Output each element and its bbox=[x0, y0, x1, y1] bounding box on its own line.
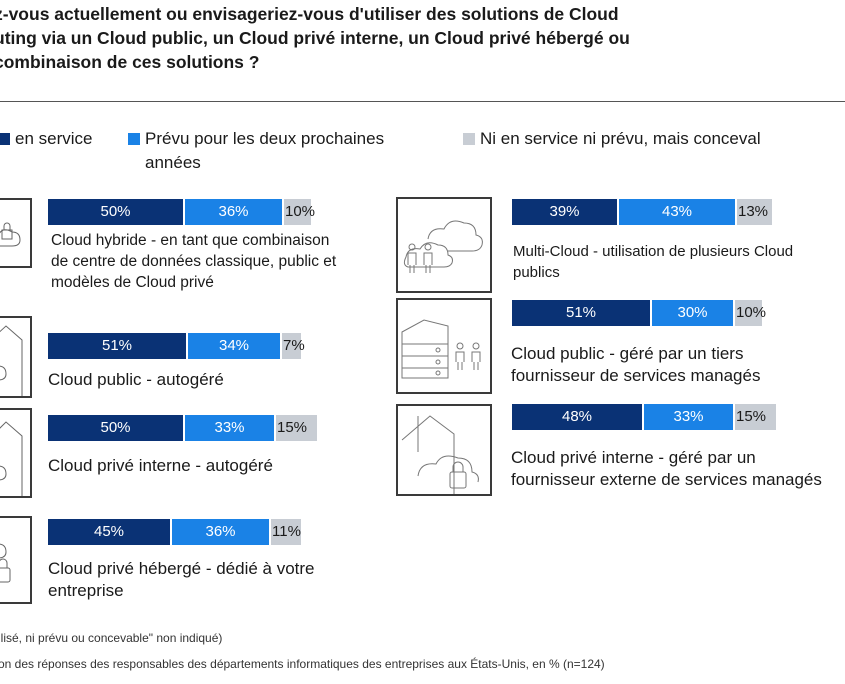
bar-segment-planned: 33% bbox=[185, 415, 274, 441]
category-label: Cloud privé interne - autogéré bbox=[48, 456, 273, 475]
category-label: Cloud public - autogéré bbox=[48, 370, 224, 389]
bar-segment-conceivable: 10% bbox=[735, 300, 766, 326]
hybrid-cloud-icon bbox=[0, 198, 32, 268]
bar-segment-in-service: 45% bbox=[48, 519, 170, 545]
legend-swatch-conceivable bbox=[463, 133, 475, 145]
title-line: z-vous actuellement ou envisageriez-vous… bbox=[0, 4, 619, 24]
legend-swatch-in-service bbox=[0, 133, 10, 145]
category-label: Cloud hybride - en tant que combinaison … bbox=[51, 232, 337, 291]
legend-item-in-service: en service bbox=[0, 127, 92, 151]
locked-cloud-icon bbox=[0, 516, 32, 604]
bar-segment-in-service: 51% bbox=[512, 300, 650, 326]
category-label: Cloud privé interne - géré par un fourni… bbox=[511, 448, 822, 489]
house-cloud-lock-icon bbox=[396, 404, 492, 496]
bar-segment-planned: 36% bbox=[172, 519, 269, 545]
footnote: on des réponses des responsables des dép… bbox=[0, 657, 605, 671]
category-label: Multi-Cloud - utilisation de plusieurs C… bbox=[513, 243, 794, 281]
bar-segment-conceivable: 15% bbox=[276, 415, 317, 441]
bar-segment-in-service: 51% bbox=[48, 333, 186, 359]
bar-segment-planned: 34% bbox=[188, 333, 280, 359]
bar-segment-in-service: 39% bbox=[512, 199, 617, 225]
legend-label: Prévu pour les deux prochaines années bbox=[145, 129, 385, 172]
bar-segment-conceivable: 15% bbox=[735, 404, 776, 430]
bar-segment-planned: 43% bbox=[619, 199, 735, 225]
bar-segment-in-service: 50% bbox=[48, 415, 183, 441]
legend-item-conceivable: Ni en service ni prévu, mais conceval bbox=[463, 127, 761, 151]
title-divider bbox=[0, 101, 845, 102]
footnote: ilisé, ni prévu ou concevable" non indiq… bbox=[0, 631, 223, 645]
server-people-icon bbox=[396, 298, 492, 394]
bar-segment-in-service: 48% bbox=[512, 404, 642, 430]
bar-segment-in-service: 50% bbox=[48, 199, 183, 225]
chart-title: z-vous actuellement ou envisageriez-vous… bbox=[0, 2, 834, 74]
bar-segment-planned: 30% bbox=[652, 300, 733, 326]
house-cloud-icon bbox=[0, 408, 32, 498]
legend-swatch-planned bbox=[128, 133, 140, 145]
title-line: uting via un Cloud public, un Cloud priv… bbox=[0, 28, 630, 48]
title-line: combinaison de ces solutions ? bbox=[0, 52, 260, 72]
house-cloud-icon bbox=[0, 316, 32, 398]
multi-cloud-people-icon bbox=[396, 197, 492, 293]
legend-label: en service bbox=[15, 129, 93, 148]
legend-label: Ni en service ni prévu, mais conceval bbox=[480, 129, 761, 148]
bar-segment-conceivable: 11% bbox=[271, 519, 301, 545]
bar-segment-conceivable: 10% bbox=[284, 199, 315, 225]
bar-segment-conceivable: 7% bbox=[282, 333, 305, 359]
legend-item-planned: Prévu pour les deux prochaines années bbox=[128, 127, 458, 175]
bar-segment-conceivable: 13% bbox=[737, 199, 772, 225]
category-label: Cloud public - géré par un tiers fournis… bbox=[511, 344, 761, 385]
bar-segment-planned: 36% bbox=[185, 199, 282, 225]
bar-segment-planned: 33% bbox=[644, 404, 733, 430]
category-label: Cloud privé hébergé - dédié à votre entr… bbox=[48, 559, 315, 600]
